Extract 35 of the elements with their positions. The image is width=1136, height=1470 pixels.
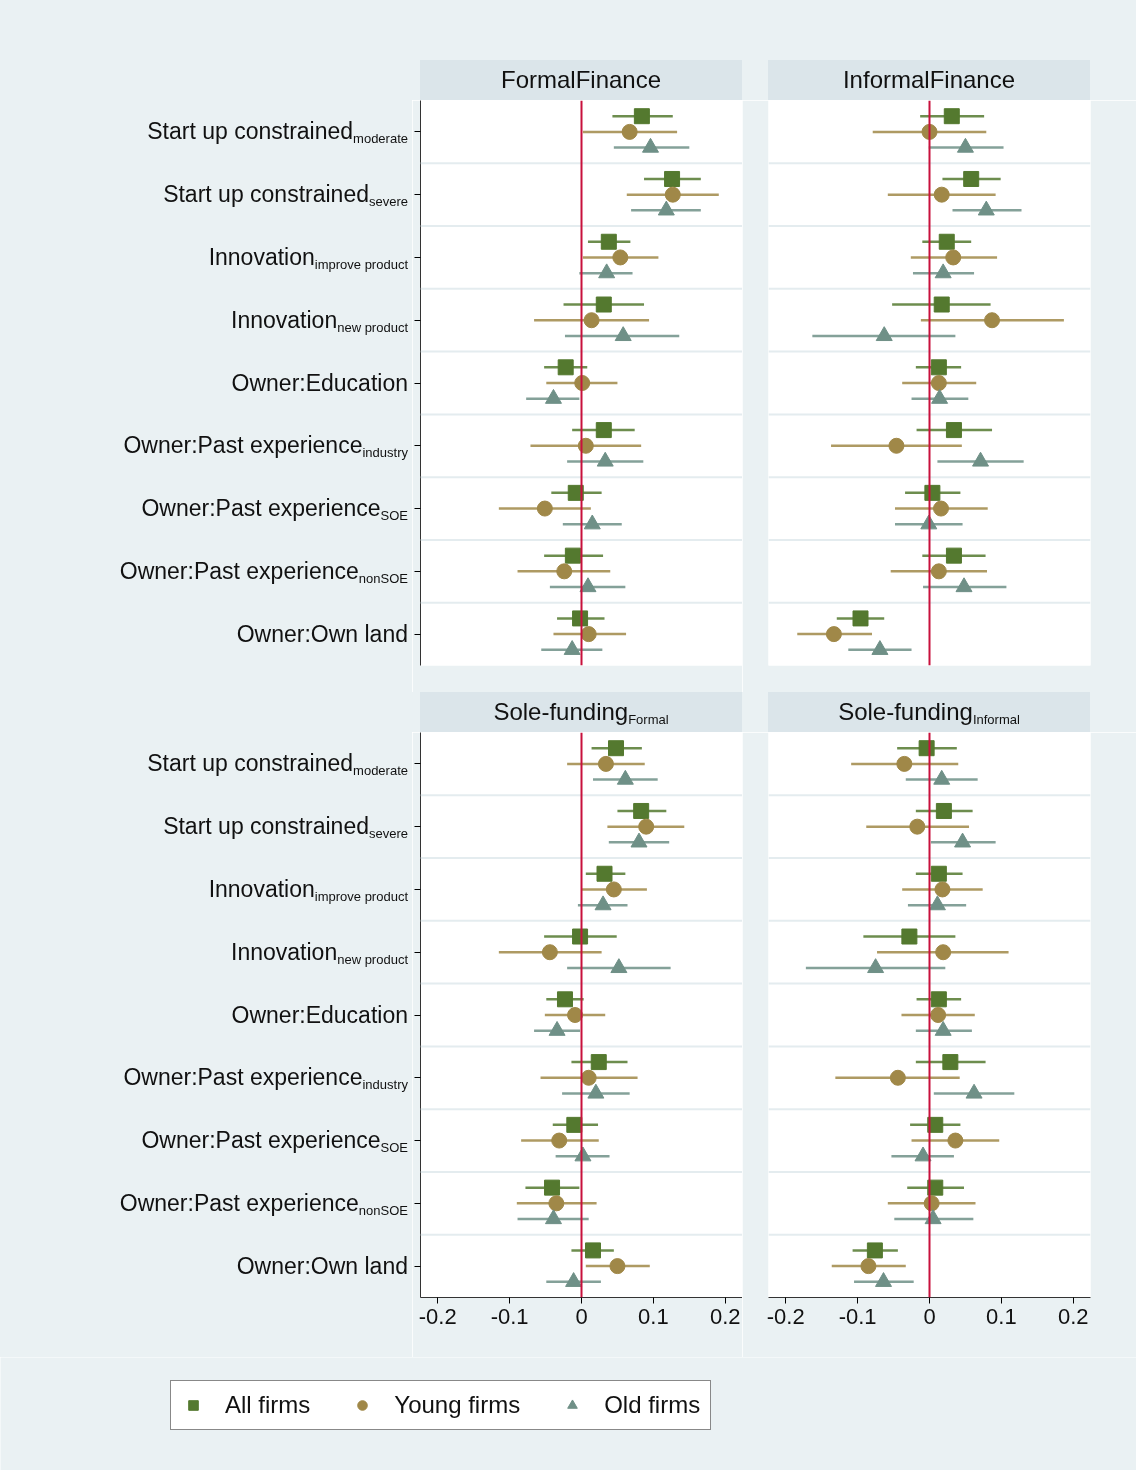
x-tick-label: 0.1 [638, 1303, 669, 1329]
x-tick-label: 0.2 [1057, 1303, 1089, 1329]
y-tick-label: Owner:Past experience$_{SOE}$ [141, 494, 408, 525]
chart-title: Sole-funding$_{Informal}$ [768, 692, 1090, 732]
y-tick-label: Owner:Past experience$_{industry}$ [123, 1063, 408, 1094]
y-tick-label: Owner:Past experience$_{nonSOE}$ [119, 1188, 408, 1219]
y-tick-label: Start up constrained$_{severe}$ [163, 180, 408, 211]
y-tick-label: Start up constrained$_{moderate}$ [147, 117, 408, 148]
x-tick-label: -0.1 [490, 1303, 529, 1329]
x-tick-label: 0 [575, 1303, 588, 1329]
legend-label: All firms [225, 1391, 311, 1419]
y-tick-label: Owner:Past experience$_{nonSOE}$ [119, 556, 408, 587]
y-tick-label: Innovation$_{new product}$ [231, 937, 408, 968]
y-tick-label: Innovation$_{new product}$ [231, 305, 408, 336]
y-tick-label: Owner:Past experience$_{industry}$ [123, 431, 408, 462]
x-tick-label: 0 [923, 1303, 936, 1329]
x-tick-label: -0.1 [838, 1303, 877, 1329]
x-tick-label: -0.2 [418, 1303, 457, 1329]
chart-title: Sole-funding$_{Formal}$ [420, 692, 742, 732]
y-tick-label: Start up constrained$_{moderate}$ [147, 749, 408, 780]
y-tick-label: Innovation$_{improve product}$ [208, 874, 408, 905]
x-tick-label: -0.2 [766, 1303, 805, 1329]
y-tick-label: Owner:Own land [236, 1251, 408, 1281]
y-tick-label: Owner:Own land [236, 619, 408, 649]
y-tick-label: Start up constrained$_{severe}$ [163, 812, 408, 843]
x-tick-label: 0.2 [709, 1303, 741, 1329]
chart-title: FormalFinance [420, 60, 742, 100]
y-tick-label: Innovation$_{improve product}$ [208, 242, 408, 273]
legend-label: Young firms [394, 1391, 521, 1419]
chart-title: InformalFinance [768, 60, 1090, 100]
y-tick-label: Owner:Education [231, 368, 408, 398]
y-tick-label: Owner:Education [231, 1000, 408, 1030]
x-tick-label: 0.1 [986, 1303, 1017, 1329]
y-tick-label: Owner:Past experience$_{SOE}$ [141, 1126, 408, 1157]
legend-label: Old firms [604, 1391, 701, 1419]
